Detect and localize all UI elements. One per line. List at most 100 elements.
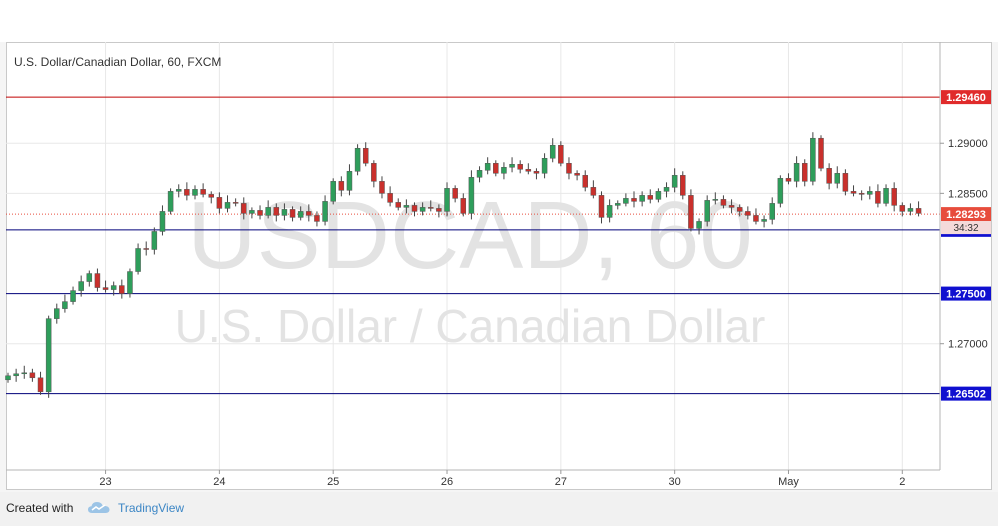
price-tick-label: 1.27000 — [948, 339, 988, 351]
level-badge-label: 1.27500 — [946, 289, 986, 301]
footer: Created with TradingView — [0, 492, 998, 526]
candle-body — [395, 202, 401, 208]
candle-body — [696, 221, 702, 229]
candle-body — [680, 175, 686, 196]
candle-body — [899, 205, 906, 212]
candle-body — [745, 211, 751, 216]
candle-body — [850, 191, 857, 194]
candle-body — [606, 205, 613, 218]
candle-body — [135, 248, 141, 272]
candle-body — [330, 181, 336, 202]
created-with-text: Created with — [6, 501, 74, 515]
candle-body — [62, 301, 68, 309]
candle-body — [574, 173, 580, 176]
candle-body — [428, 207, 434, 209]
time-tick-label: 23 — [99, 476, 111, 488]
candle-body — [810, 137, 816, 182]
candle-body — [769, 203, 775, 220]
candle-body — [639, 195, 645, 202]
candle-body — [777, 178, 784, 204]
candle-body — [216, 197, 223, 209]
candle-body — [842, 173, 849, 192]
candle-body — [688, 195, 694, 229]
candle-body — [184, 189, 190, 196]
time-axis: 23 24 25 26 27 30 May 2 — [99, 470, 905, 488]
candle-body — [728, 205, 735, 208]
chart-frame — [6, 42, 992, 490]
candle-body — [858, 193, 865, 195]
candle-body — [493, 163, 499, 174]
candle-body — [13, 373, 19, 377]
price-tick-label: 1.29000 — [948, 138, 988, 150]
candle-body — [289, 209, 296, 218]
candle-body — [509, 164, 515, 168]
candle-body — [5, 375, 11, 381]
candle-body — [541, 158, 548, 174]
time-tick-label: 27 — [555, 476, 567, 488]
price-axis: 1.27000 1.28500 1.29000 — [940, 138, 988, 351]
candle-body — [297, 211, 304, 218]
horizontal-levels — [6, 96, 940, 395]
candle-body — [655, 191, 662, 200]
level-badge — [941, 286, 991, 301]
candle-body — [208, 194, 214, 198]
tradingview-link[interactable]: TradingView — [118, 501, 185, 515]
candle-body — [273, 207, 280, 216]
chart-title: U.S. Dollar/Canadian Dollar, 60, FXCM — [14, 55, 221, 69]
candle-body — [761, 219, 767, 222]
candle-body — [907, 208, 914, 212]
candle-body — [736, 207, 743, 212]
candle-body — [444, 188, 450, 212]
candle-body — [793, 163, 800, 182]
candle-body — [102, 287, 109, 290]
candle-body — [200, 189, 206, 195]
candle-body — [663, 187, 670, 192]
candle-body — [834, 173, 841, 184]
candle-body — [37, 377, 44, 393]
candle-body — [720, 199, 727, 206]
candle-body — [411, 205, 418, 212]
time-tick-label: 30 — [669, 476, 681, 488]
candle-body — [549, 144, 556, 159]
candle-body — [21, 372, 28, 375]
candle-body — [159, 211, 166, 232]
candle-body — [110, 285, 117, 290]
candle-body — [232, 202, 239, 204]
countdown-badge — [941, 221, 991, 235]
countdown-label: 34:32 — [953, 223, 978, 234]
candle-body — [224, 202, 231, 209]
price-tick-label: 1.28500 — [948, 188, 988, 200]
candle-body — [460, 198, 467, 214]
candle-body — [436, 208, 442, 212]
candle-body — [476, 170, 483, 178]
candle-body — [525, 169, 532, 172]
tradingview-cloud-icon[interactable] — [87, 499, 111, 515]
candle-body — [582, 175, 588, 188]
candle-body — [615, 203, 621, 206]
candle-body — [354, 147, 361, 172]
candle-body — [785, 178, 792, 182]
candle-body — [704, 200, 710, 222]
candle-body — [419, 207, 426, 212]
candle-body — [78, 281, 84, 291]
candle-body — [468, 177, 475, 214]
candle-body — [484, 163, 491, 171]
level-badge-label: 1.26502 — [946, 389, 986, 401]
candle-body — [192, 189, 198, 196]
candle-body — [54, 308, 60, 319]
candle-body — [151, 231, 158, 250]
candle-body — [371, 163, 377, 182]
candle-body — [86, 273, 93, 282]
candle-body — [647, 195, 654, 200]
level-badge — [941, 90, 991, 105]
candle-body — [598, 195, 605, 218]
time-tick-label: 2 — [899, 476, 905, 488]
level-badge — [941, 386, 991, 401]
candle-body — [631, 198, 637, 202]
candle-body — [119, 285, 125, 294]
candle-body — [558, 144, 564, 164]
time-tick-label: 24 — [213, 476, 225, 488]
candle-body — [623, 198, 629, 204]
candle-body — [45, 318, 52, 393]
candle-body — [362, 147, 369, 164]
